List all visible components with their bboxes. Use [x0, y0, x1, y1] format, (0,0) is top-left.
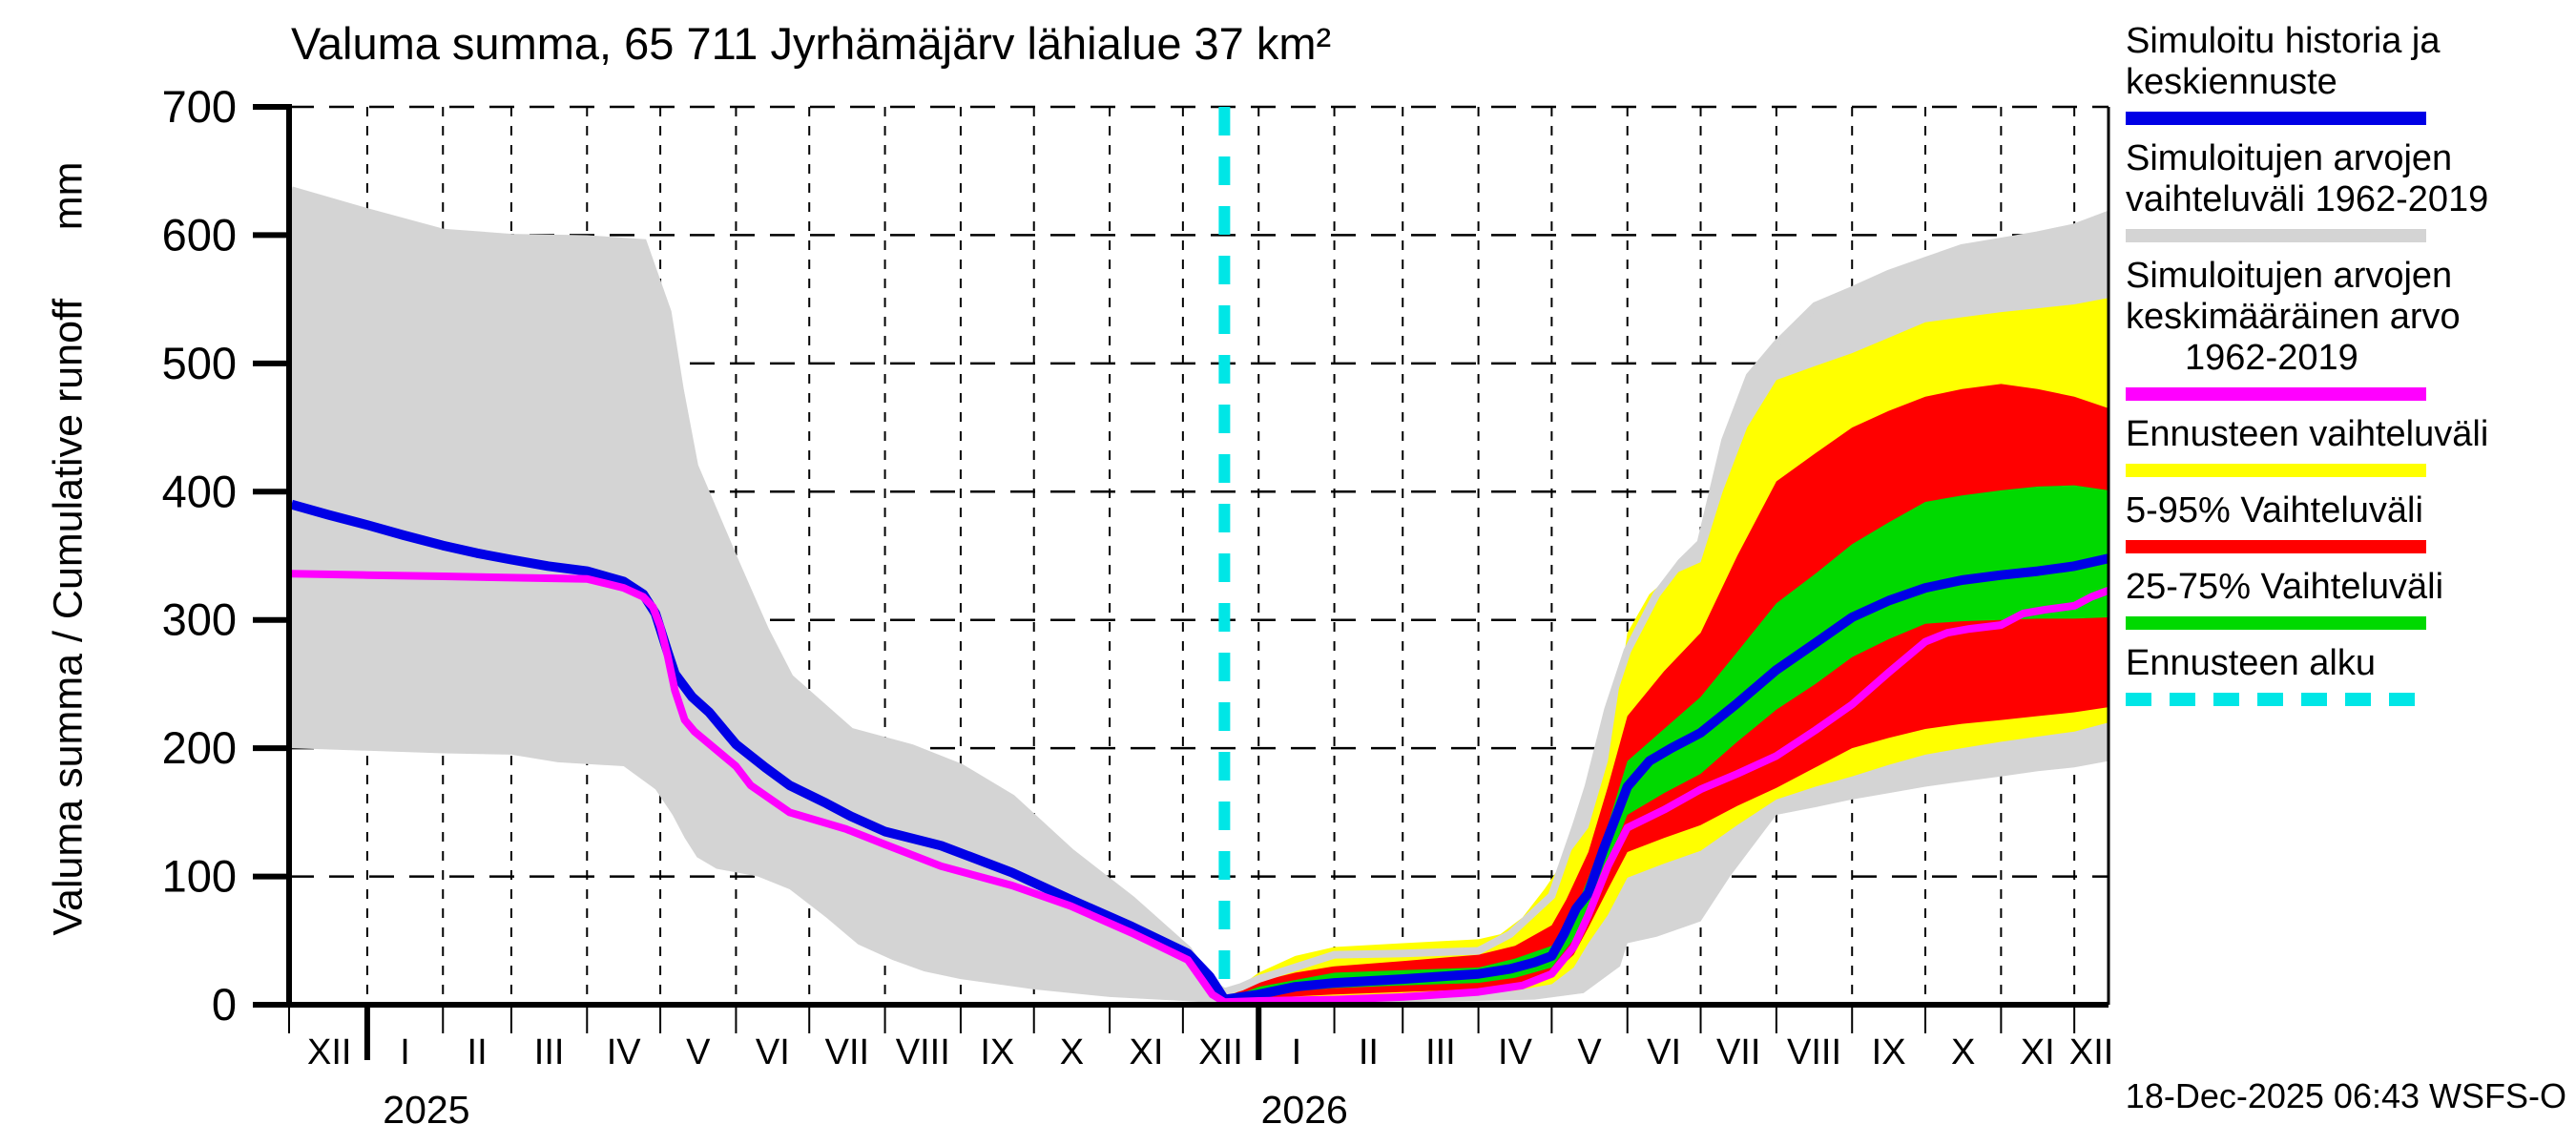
month-label: IX — [980, 1032, 1014, 1072]
month-label: VIII — [1787, 1032, 1841, 1072]
legend-label: Ennusteen alku — [2126, 643, 2376, 683]
month-label: V — [1577, 1032, 1602, 1072]
y-tick-label: 0 — [212, 979, 237, 1030]
month-label: IV — [607, 1032, 642, 1072]
month-label: II — [1359, 1032, 1379, 1072]
month-label: XII — [2069, 1032, 2113, 1072]
month-label: X — [1951, 1032, 1975, 1072]
month-label: I — [1292, 1032, 1302, 1072]
month-label: IV — [1498, 1032, 1533, 1072]
y-tick-label: 200 — [162, 722, 237, 773]
month-label: IX — [1872, 1032, 1906, 1072]
legend-entry-simulated-history-mean-forecast: Simuloitu historia ja keskiennuste — [2126, 21, 2569, 125]
month-label: X — [1060, 1032, 1084, 1072]
legend-entry-simulated-range-1962-2019: Simuloitujen arvojen vaihteluväli 1962-20… — [2126, 138, 2569, 242]
legend-swatch-range-25-75 — [2126, 616, 2426, 630]
month-label: III — [534, 1032, 565, 1072]
y-tick-label: 700 — [162, 81, 237, 132]
legend-entry-forecast-range: Ennusteen vaihteluväli — [2126, 414, 2569, 477]
month-label: VI — [1647, 1032, 1681, 1072]
legend-label: 25-75% Vaihteluväli — [2126, 567, 2444, 607]
y-tick-label: 400 — [162, 466, 237, 516]
month-label: XI — [2021, 1032, 2055, 1072]
month-label: VI — [756, 1032, 790, 1072]
legend-entry-simulated-mean-1962-2019: Simuloitujen arvojen keskimääräinen arvo 1… — [2126, 256, 2569, 401]
month-label: XII — [307, 1032, 351, 1072]
x-axis-year-2026: 2026 — [1260, 1088, 1348, 1132]
legend-swatch-forecast-range — [2126, 464, 2426, 477]
x-axis-year-2025: 2025 — [383, 1088, 470, 1132]
legend-label: 5-95% Vaihteluväli — [2126, 490, 2423, 531]
month-label: VII — [825, 1032, 869, 1072]
legend-swatch-simulated-mean-1962-2019 — [2126, 387, 2426, 401]
month-label: V — [686, 1032, 711, 1072]
month-label: VIII — [896, 1032, 950, 1072]
band-25-75 — [1224, 485, 2109, 1002]
month-label: I — [400, 1032, 410, 1072]
y-tick-label: 500 — [162, 338, 237, 388]
historical-range-top-edge — [290, 186, 2109, 996]
legend-label: Simuloitu historia ja keskiennuste — [2126, 21, 2441, 102]
y-tick-label: 300 — [162, 594, 237, 645]
month-label: XI — [1130, 1032, 1164, 1072]
y-tick-label: 100 — [162, 851, 237, 902]
legend-swatch-simulated-range-1962-2019 — [2126, 229, 2426, 242]
legend-entry-range-25-75: 25-75% Vaihteluväli — [2126, 567, 2569, 630]
legend-label: Ennusteen vaihteluväli — [2126, 414, 2489, 454]
legend-swatch-forecast-start — [2126, 693, 2426, 706]
month-label: III — [1425, 1032, 1456, 1072]
legend-label: Simuloitujen arvojen vaihteluväli 1962-20… — [2126, 138, 2489, 219]
legend: Simuloitu historia ja keskiennuste Simuloi… — [2126, 21, 2569, 719]
month-label: VII — [1716, 1032, 1760, 1072]
y-tick-label: 600 — [162, 209, 237, 260]
legend-swatch-simulated-history-mean-forecast — [2126, 112, 2426, 125]
timestamp-watermark: 18-Dec-2025 06:43 WSFS-O — [2125, 1076, 2566, 1115]
legend-swatch-range-5-95 — [2126, 540, 2426, 553]
legend-label: Simuloitujen arvojen keskimääräinen arvo 1… — [2126, 256, 2461, 378]
month-label: XII — [1198, 1032, 1242, 1072]
chart-title: Valuma summa, 65 711 Jyrhämäjärv lähialu… — [291, 18, 1332, 69]
legend-entry-forecast-start: Ennusteen alku — [2126, 643, 2569, 706]
month-label: II — [467, 1032, 488, 1072]
legend-entry-range-5-95: 5-95% Vaihteluväli — [2126, 490, 2569, 553]
